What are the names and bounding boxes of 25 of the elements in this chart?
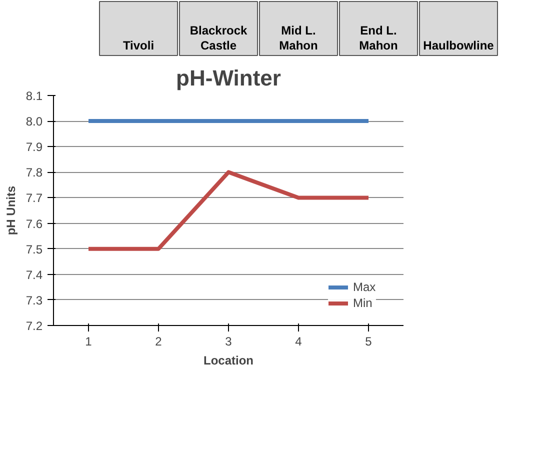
- x-axis-title: Location: [204, 354, 254, 368]
- y-tick-label: 8.0: [26, 114, 43, 129]
- y-tick-label: 7.8: [26, 166, 43, 180]
- text: Mid L. Mahon: [279, 24, 318, 52]
- y-tick-label: 7.9: [26, 140, 43, 154]
- y-axis-title: pH Units: [4, 186, 18, 236]
- x-tick-label: 4: [295, 334, 302, 348]
- x-tick-label: 1: [85, 334, 92, 348]
- y-tick-label: 7.2: [26, 319, 43, 333]
- y-tick-label: 7.7: [26, 191, 43, 206]
- legend-label: Max: [353, 280, 376, 294]
- x-tick-label: 5: [365, 334, 372, 348]
- y-tick-label: 7.4: [26, 268, 43, 282]
- y-tick-label: 8.1: [26, 89, 43, 103]
- chart-title: pH-Winter: [176, 66, 282, 90]
- y-tick-label: 7.5: [26, 242, 43, 256]
- y-tick-label: 7.6: [26, 216, 43, 231]
- text: End L. Mahon: [359, 24, 398, 52]
- x-tick-label: 3: [225, 334, 232, 348]
- text: Blackrock Castle: [190, 24, 248, 52]
- legend-label: Min: [353, 296, 373, 310]
- y-tick-label: 7.3: [26, 293, 43, 308]
- text: Tivoli: [122, 38, 154, 52]
- text: Haulbowline: [423, 38, 494, 52]
- x-tick-label: 2: [155, 334, 162, 348]
